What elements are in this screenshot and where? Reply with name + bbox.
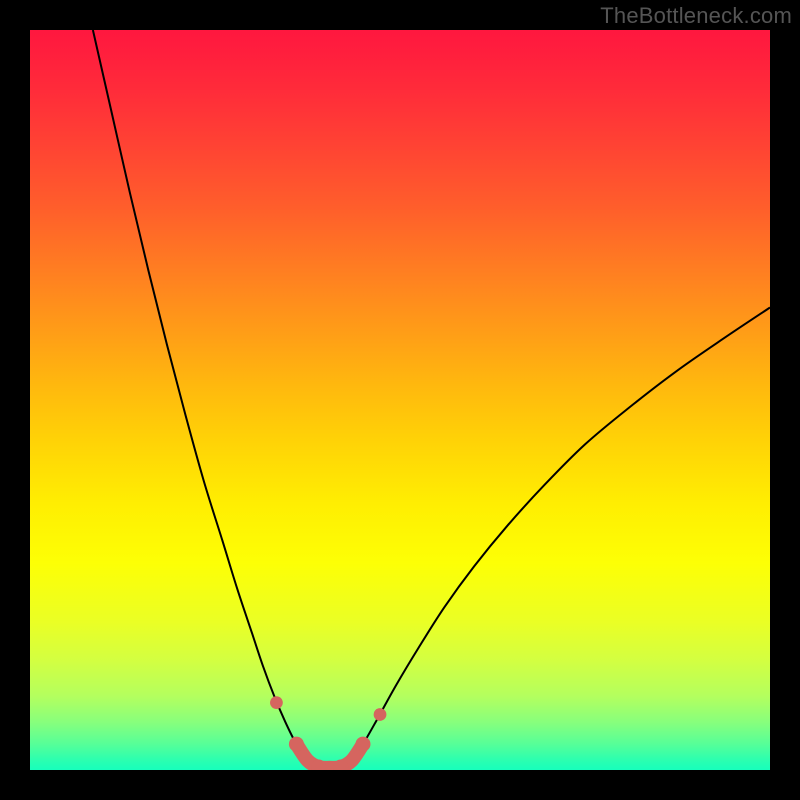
watermark-text: TheBottleneck.com <box>600 3 792 29</box>
near-optimal-marker <box>374 708 387 721</box>
optimal-range-marker <box>356 737 371 752</box>
optimal-range-marker <box>289 737 304 752</box>
bottleneck-chart <box>0 0 800 800</box>
plot-gradient-background <box>30 30 770 770</box>
near-optimal-marker <box>270 696 283 709</box>
